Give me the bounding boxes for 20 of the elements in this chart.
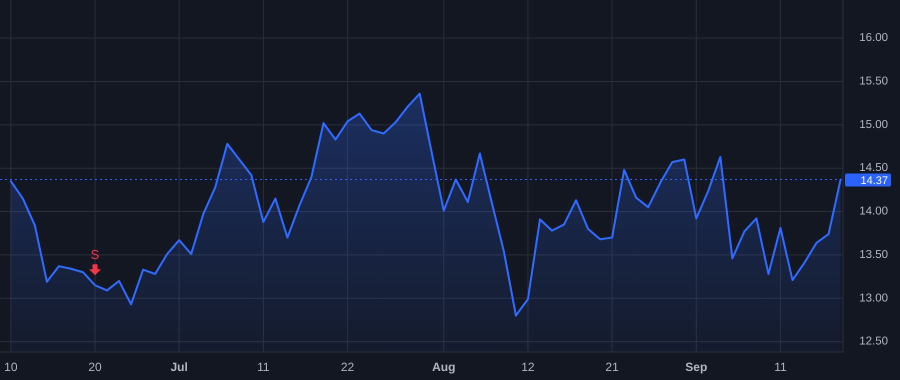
y-tick-label: 16.00: [859, 32, 888, 44]
y-tick-label: 14.00: [859, 206, 888, 218]
x-tick-label: Jul: [170, 360, 188, 374]
x-tick-label: Sep: [685, 360, 708, 374]
y-tick-label: 12.50: [859, 336, 888, 348]
y-tick-label: 15.00: [859, 118, 888, 131]
x-tick-label: 21: [605, 360, 620, 374]
y-tick-label: 13.00: [859, 292, 888, 304]
x-tick-label: 22: [340, 360, 355, 374]
x-tick-label: 11: [774, 360, 788, 374]
x-tick-label: 12: [521, 360, 535, 374]
ref-line-label: 14.37: [860, 174, 888, 187]
y-tick-label: 13.50: [859, 248, 888, 261]
y-tick-label: 15.50: [859, 76, 888, 88]
x-tick-label: 11: [257, 360, 270, 374]
annotation: S: [90, 247, 100, 262]
x-tick-label: 10: [4, 360, 18, 374]
y-tick-label: 14.50: [859, 162, 888, 174]
x-tick-label: 20: [88, 360, 102, 374]
x-tick-label: Aug: [432, 360, 456, 374]
